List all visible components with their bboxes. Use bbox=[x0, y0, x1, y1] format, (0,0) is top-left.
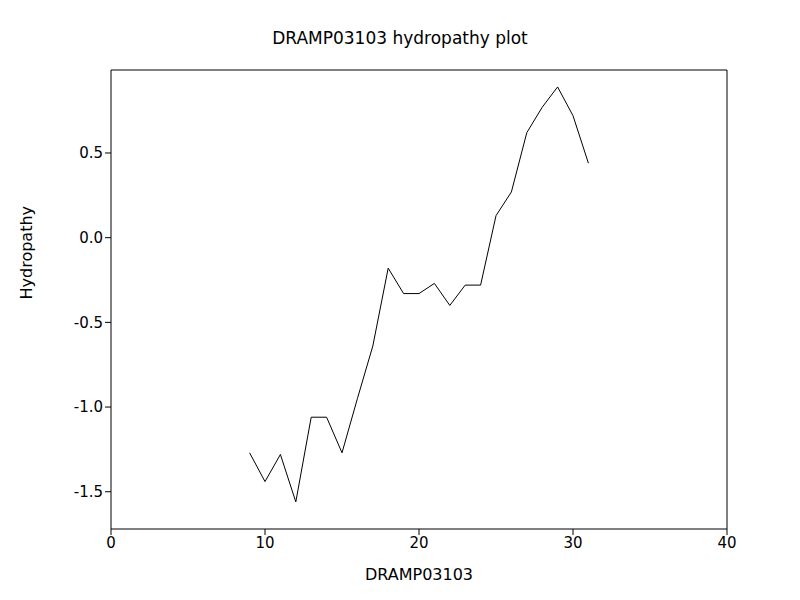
svg-text:-1.5: -1.5 bbox=[74, 483, 103, 501]
svg-text:10: 10 bbox=[255, 534, 274, 552]
svg-text:0.0: 0.0 bbox=[79, 229, 103, 247]
svg-text:40: 40 bbox=[717, 534, 736, 552]
svg-text:0.5: 0.5 bbox=[79, 144, 103, 162]
svg-text:20: 20 bbox=[409, 534, 428, 552]
svg-text:DRAMP03103: DRAMP03103 bbox=[365, 565, 473, 584]
svg-text:30: 30 bbox=[563, 534, 582, 552]
svg-text:-0.5: -0.5 bbox=[74, 314, 103, 332]
svg-text:Hydropathy: Hydropathy bbox=[17, 206, 36, 300]
svg-text:0: 0 bbox=[106, 534, 116, 552]
svg-text:-1.0: -1.0 bbox=[74, 398, 103, 416]
html-text:DRAMP03103 hydropathy plot: DRAMP03103 hydropathy plot bbox=[272, 28, 528, 48]
